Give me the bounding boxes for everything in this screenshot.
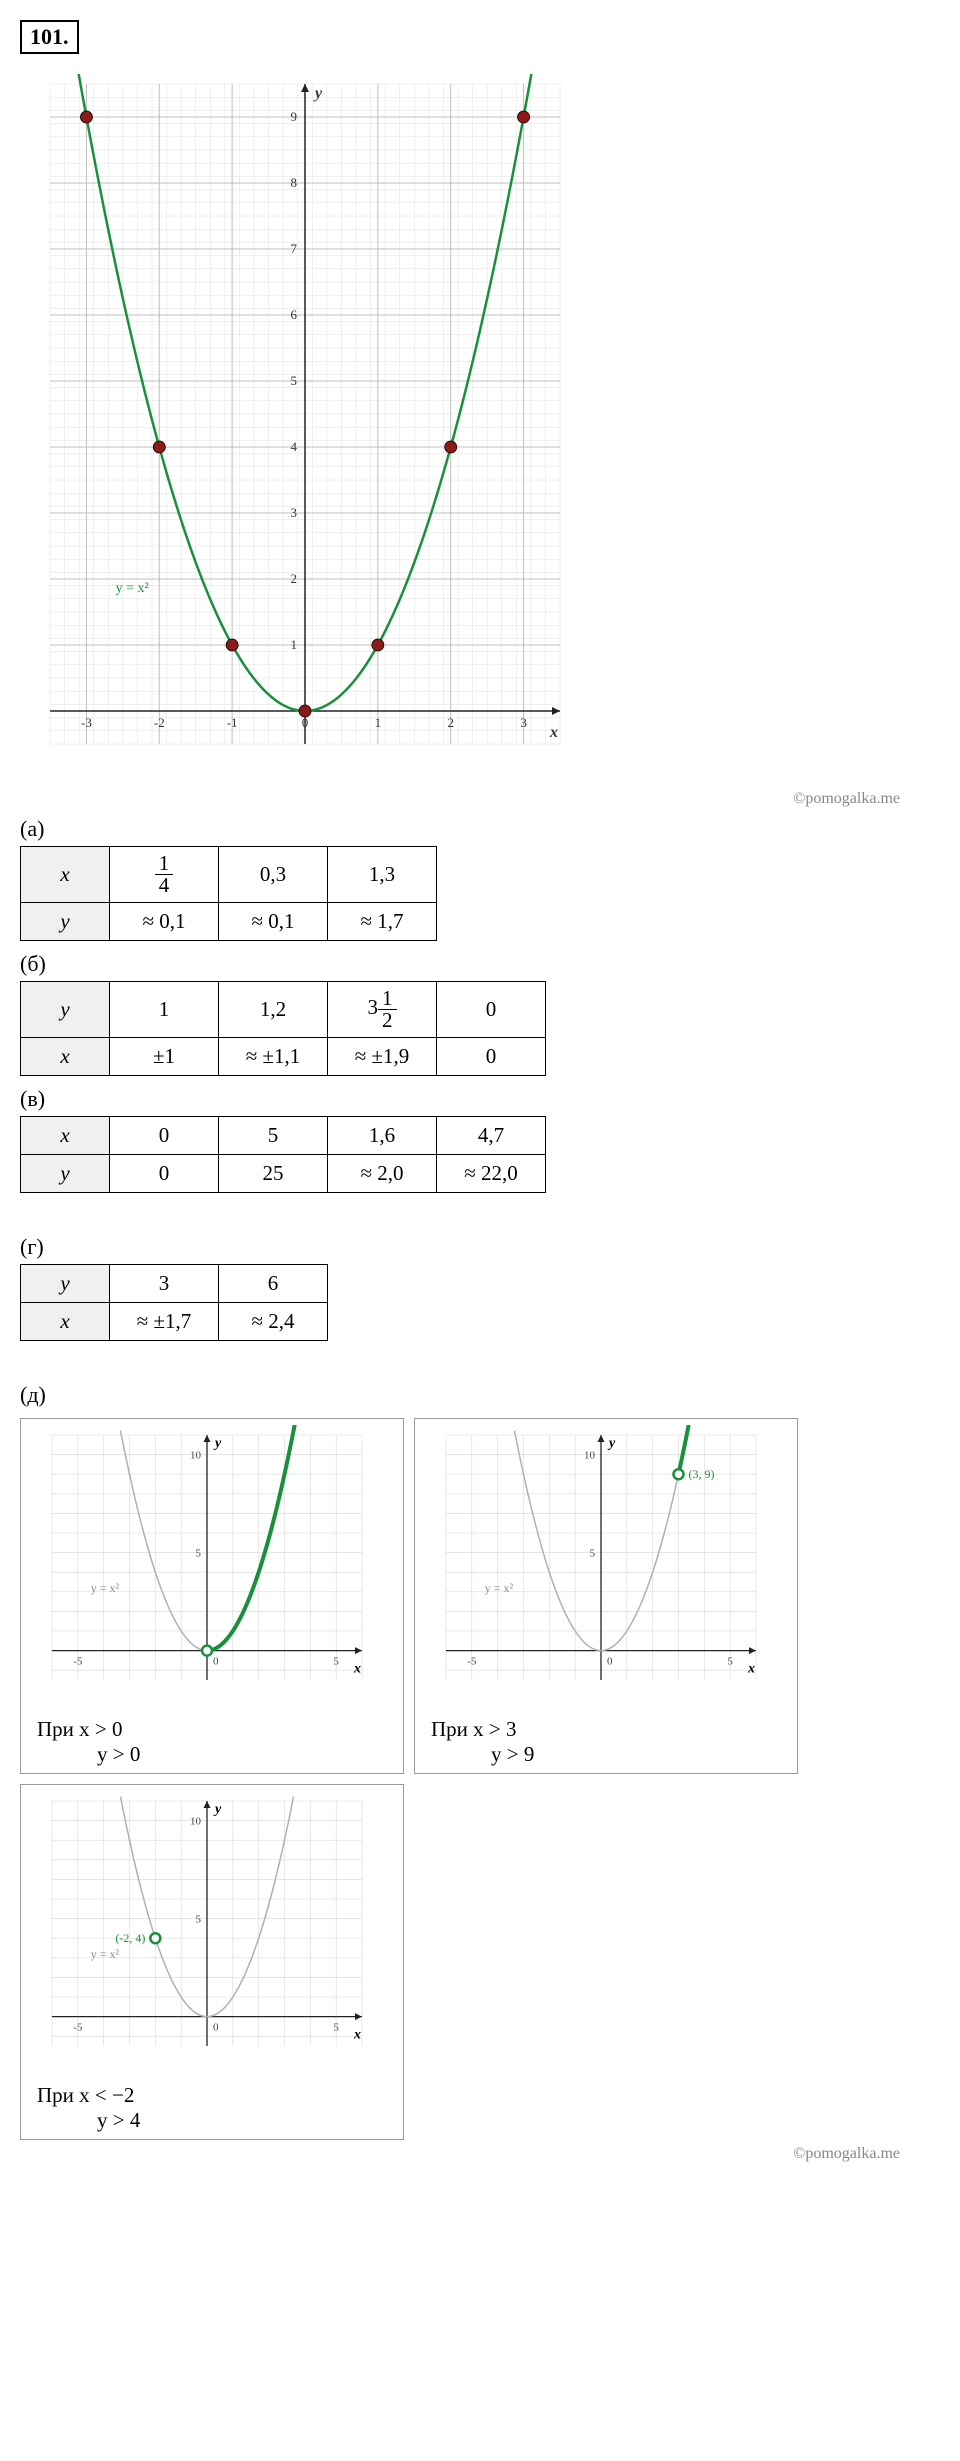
table-header: y <box>21 903 110 941</box>
svg-text:y: y <box>213 1436 222 1451</box>
mini-caption: При x > 3 y > 9 <box>421 1717 791 1767</box>
svg-text:y = x²: y = x² <box>485 1581 514 1595</box>
mini-panel-d3: -5 5 5 10 0 x y y = x² (-2, 4) При x < −2 y > 4 <box>20 1784 404 2140</box>
table-cell: 3 <box>110 1265 219 1303</box>
table-cell: 0,3 <box>219 847 328 903</box>
table-cell: ≈ ±1,7 <box>110 1303 219 1341</box>
table-cell: ≈ 0,1 <box>110 903 219 941</box>
table-cell: ≈ 0,1 <box>219 903 328 941</box>
table-a: x 14 0,3 1,3 y ≈ 0,1 ≈ 0,1 ≈ 1,7 <box>20 846 437 941</box>
section-a-label: (а) <box>20 816 940 842</box>
svg-text:y: y <box>313 85 323 102</box>
svg-text:3: 3 <box>291 505 298 520</box>
mini-caption: При x < −2 y > 4 <box>27 2083 397 2133</box>
svg-text:5: 5 <box>333 1656 339 1668</box>
table-header: x <box>21 847 110 903</box>
svg-text:0: 0 <box>213 2022 219 2034</box>
svg-text:-5: -5 <box>467 1656 477 1668</box>
svg-text:5: 5 <box>590 1548 596 1560</box>
svg-text:(3, 9): (3, 9) <box>689 1467 715 1481</box>
svg-text:1: 1 <box>375 715 382 730</box>
svg-text:2: 2 <box>447 715 454 730</box>
svg-text:4: 4 <box>291 439 298 454</box>
table-cell: ≈ ±1,9 <box>328 1038 437 1076</box>
svg-text:(-2, 4): (-2, 4) <box>115 1931 145 1945</box>
table-cell: 6 <box>219 1265 328 1303</box>
section-b-label: (б) <box>20 951 940 977</box>
mini-charts-container: -5 5 5 10 0 x y y = x² При x > 0 y > 0 -5 5 5 10 0 x… <box>20 1418 940 2140</box>
svg-text:x: x <box>353 2028 361 2043</box>
section-d-label: (д) <box>20 1382 940 1408</box>
svg-text:-2: -2 <box>154 715 165 730</box>
table-cell: 0 <box>437 1038 546 1076</box>
svg-text:y: y <box>607 1436 616 1451</box>
problem-number: 101. <box>20 20 79 54</box>
svg-text:y = x²: y = x² <box>91 1947 120 1961</box>
table-header: x <box>21 1117 110 1155</box>
table-header: x <box>21 1303 110 1341</box>
svg-text:5: 5 <box>727 1656 733 1668</box>
svg-text:x: x <box>549 724 558 741</box>
svg-text:10: 10 <box>190 1450 202 1462</box>
table-cell: ≈ 2,4 <box>219 1303 328 1341</box>
table-header: y <box>21 982 110 1038</box>
svg-text:5: 5 <box>196 1548 202 1560</box>
svg-text:7: 7 <box>291 241 298 256</box>
mini-panel-d1: -5 5 5 10 0 x y y = x² При x > 0 y > 0 <box>20 1418 404 1774</box>
svg-text:5: 5 <box>333 2022 339 2034</box>
table-header: x <box>21 1038 110 1076</box>
svg-text:y: y <box>213 1802 222 1817</box>
table-b: y 1 1,2 312 0 x ±1 ≈ ±1,1 ≈ ±1,9 0 <box>20 981 546 1076</box>
table-cell: 25 <box>219 1155 328 1193</box>
table-cell: 1,2 <box>219 982 328 1038</box>
svg-text:8: 8 <box>291 175 298 190</box>
watermark: ©pomogalka.me <box>20 790 900 808</box>
mini-panel-d2: -5 5 5 10 0 x y y = x² (3, 9) При x > 3 y > 9 <box>414 1418 798 1774</box>
table-header: y <box>21 1155 110 1193</box>
table-cell: ≈ ±1,1 <box>219 1038 328 1076</box>
svg-text:-5: -5 <box>73 1656 83 1668</box>
svg-text:1: 1 <box>291 637 298 652</box>
table-g: y 3 6 x ≈ ±1,7 ≈ 2,4 <box>20 1264 328 1341</box>
svg-text:3: 3 <box>520 715 527 730</box>
svg-text:2: 2 <box>291 571 298 586</box>
svg-text:x: x <box>353 1662 361 1677</box>
svg-text:10: 10 <box>190 1816 202 1828</box>
section-g-label: (г) <box>20 1234 940 1260</box>
svg-text:5: 5 <box>291 373 298 388</box>
table-cell: 1,6 <box>328 1117 437 1155</box>
main-parabola-chart: -3-2-10123123456789xyy = x² <box>20 74 940 780</box>
table-cell: ≈ 2,0 <box>328 1155 437 1193</box>
svg-text:9: 9 <box>291 109 298 124</box>
svg-text:0: 0 <box>607 1656 613 1668</box>
table-cell: 312 <box>328 982 437 1038</box>
svg-text:x: x <box>747 1662 755 1677</box>
table-cell: 5 <box>219 1117 328 1155</box>
svg-text:0: 0 <box>213 1656 219 1668</box>
mini-caption: При x > 0 y > 0 <box>27 1717 397 1767</box>
table-cell: ±1 <box>110 1038 219 1076</box>
table-v: x 0 5 1,6 4,7 y 0 25 ≈ 2,0 ≈ 22,0 <box>20 1116 546 1193</box>
table-cell: 1 <box>110 982 219 1038</box>
table-cell: 14 <box>110 847 219 903</box>
table-cell: 4,7 <box>437 1117 546 1155</box>
table-cell: ≈ 22,0 <box>437 1155 546 1193</box>
svg-text:y = x²: y = x² <box>116 581 149 596</box>
svg-text:y = x²: y = x² <box>91 1581 120 1595</box>
table-cell: ≈ 1,7 <box>328 903 437 941</box>
table-cell: 0 <box>437 982 546 1038</box>
svg-text:-3: -3 <box>81 715 92 730</box>
svg-text:6: 6 <box>291 307 298 322</box>
table-cell: 0 <box>110 1117 219 1155</box>
svg-text:5: 5 <box>196 1914 202 1926</box>
section-v-label: (в) <box>20 1086 940 1112</box>
table-cell: 1,3 <box>328 847 437 903</box>
table-cell: 0 <box>110 1155 219 1193</box>
table-header: y <box>21 1265 110 1303</box>
svg-text:10: 10 <box>584 1450 596 1462</box>
svg-text:-1: -1 <box>227 715 238 730</box>
watermark: ©pomogalka.me <box>20 2145 900 2163</box>
svg-text:-5: -5 <box>73 2022 83 2034</box>
